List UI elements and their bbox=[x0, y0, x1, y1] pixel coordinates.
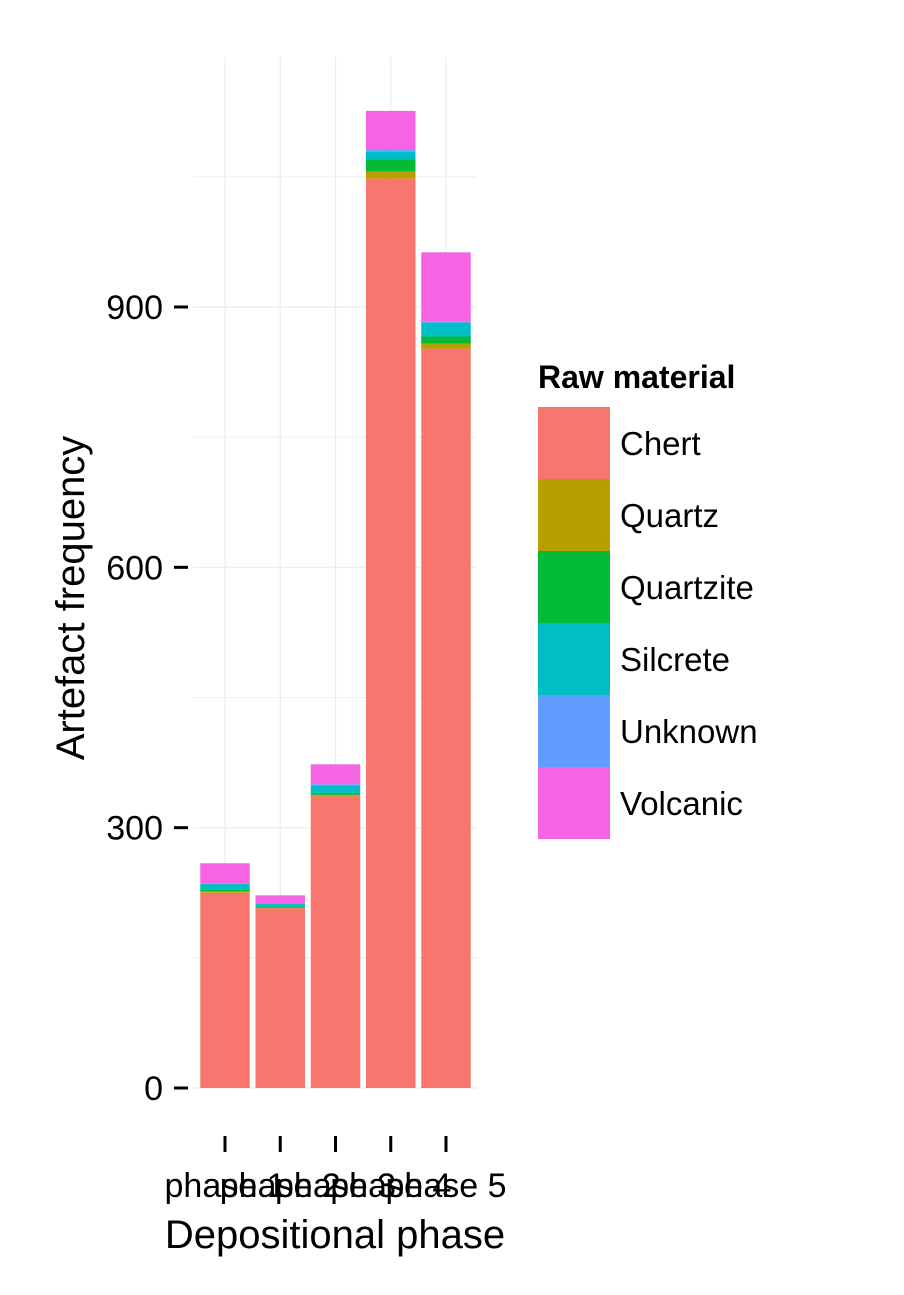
legend-label-unknown: Unknown bbox=[620, 713, 758, 750]
y-tick-label: 300 bbox=[106, 810, 163, 848]
bar-phase-3-chert bbox=[310, 796, 361, 1088]
legend: Raw material Chert Quartz Quartzite Silcret… bbox=[538, 359, 758, 839]
legend-key-quartzite bbox=[538, 551, 610, 623]
bar-phase-4-volcanic bbox=[366, 110, 416, 150]
bar-phase-1-silcrete bbox=[200, 884, 250, 890]
bar-phase-5-volcanic bbox=[421, 252, 471, 322]
legend-label-quartz: Quartz bbox=[620, 497, 719, 534]
bar-phase-1-chert bbox=[200, 892, 250, 1088]
bar-phase-5-chert bbox=[421, 348, 471, 1088]
bar-phase-5-unknown bbox=[421, 321, 471, 323]
bar-phase-3-unknown bbox=[310, 784, 361, 786]
legend-key-quartz bbox=[538, 479, 610, 551]
legend-key-unknown bbox=[538, 695, 610, 767]
bar-phase-4-chert bbox=[366, 178, 416, 1088]
y-tick-label: 0 bbox=[144, 1070, 163, 1108]
legend-key-silcrete bbox=[538, 623, 610, 695]
y-axis: 0 300 600 900 bbox=[106, 289, 188, 1108]
bar-phase-3-volcanic bbox=[310, 764, 361, 785]
bar-phase-1-volcanic bbox=[200, 863, 250, 884]
bar-phase-3-quartz bbox=[310, 794, 361, 797]
bar-phase-4-unknown bbox=[366, 149, 416, 152]
legend-label-chert: Chert bbox=[620, 425, 701, 462]
bar-phase-1-quartzite bbox=[200, 889, 250, 892]
x-tick-label: phase 1 bbox=[165, 1167, 286, 1205]
legend-label-quartzite: Quartzite bbox=[620, 569, 754, 606]
bar-phase-2-volcanic bbox=[255, 895, 305, 904]
bar-phase-1-unknown bbox=[200, 883, 250, 885]
x-tick-label: phase 3 bbox=[275, 1167, 396, 1205]
x-tick-label: phase 4 bbox=[330, 1167, 451, 1205]
bar-phase-4-quartzite bbox=[366, 159, 416, 172]
y-tick-label: 900 bbox=[106, 289, 163, 327]
bar-phase-1-quartz bbox=[200, 891, 250, 893]
bar-phase-4-quartz bbox=[366, 171, 416, 179]
bar-phase-2-unknown bbox=[255, 903, 305, 905]
x-tick-label: phase 5 bbox=[386, 1167, 507, 1205]
bar-phase-3-silcrete bbox=[310, 785, 361, 793]
bar-phase-5-quartz bbox=[421, 343, 471, 349]
bar-phase-2-quartz bbox=[255, 907, 305, 909]
bar-phase-2-chert bbox=[255, 908, 305, 1088]
bar-phase-3-quartzite bbox=[310, 792, 361, 795]
x-tick-label: phase 2 bbox=[220, 1167, 341, 1205]
bar-phase-2-silcrete bbox=[255, 904, 305, 907]
bar-phase-5-silcrete bbox=[421, 322, 471, 337]
legend-label-volcanic: Volcanic bbox=[620, 785, 743, 822]
legend-label-silcrete: Silcrete bbox=[620, 641, 730, 678]
x-axis-title: Depositional phase bbox=[165, 1213, 505, 1257]
y-axis-title: Artefact frequency bbox=[49, 436, 93, 761]
legend-key-chert bbox=[538, 407, 610, 479]
y-tick-label: 600 bbox=[106, 549, 163, 587]
bars bbox=[200, 110, 471, 1088]
bar-phase-4-silcrete bbox=[366, 151, 416, 160]
legend-title: Raw material bbox=[538, 359, 735, 395]
bar-phase-2-quartzite bbox=[255, 906, 305, 908]
bar-phase-5-quartzite bbox=[421, 336, 471, 344]
legend-key-volcanic bbox=[538, 767, 610, 839]
